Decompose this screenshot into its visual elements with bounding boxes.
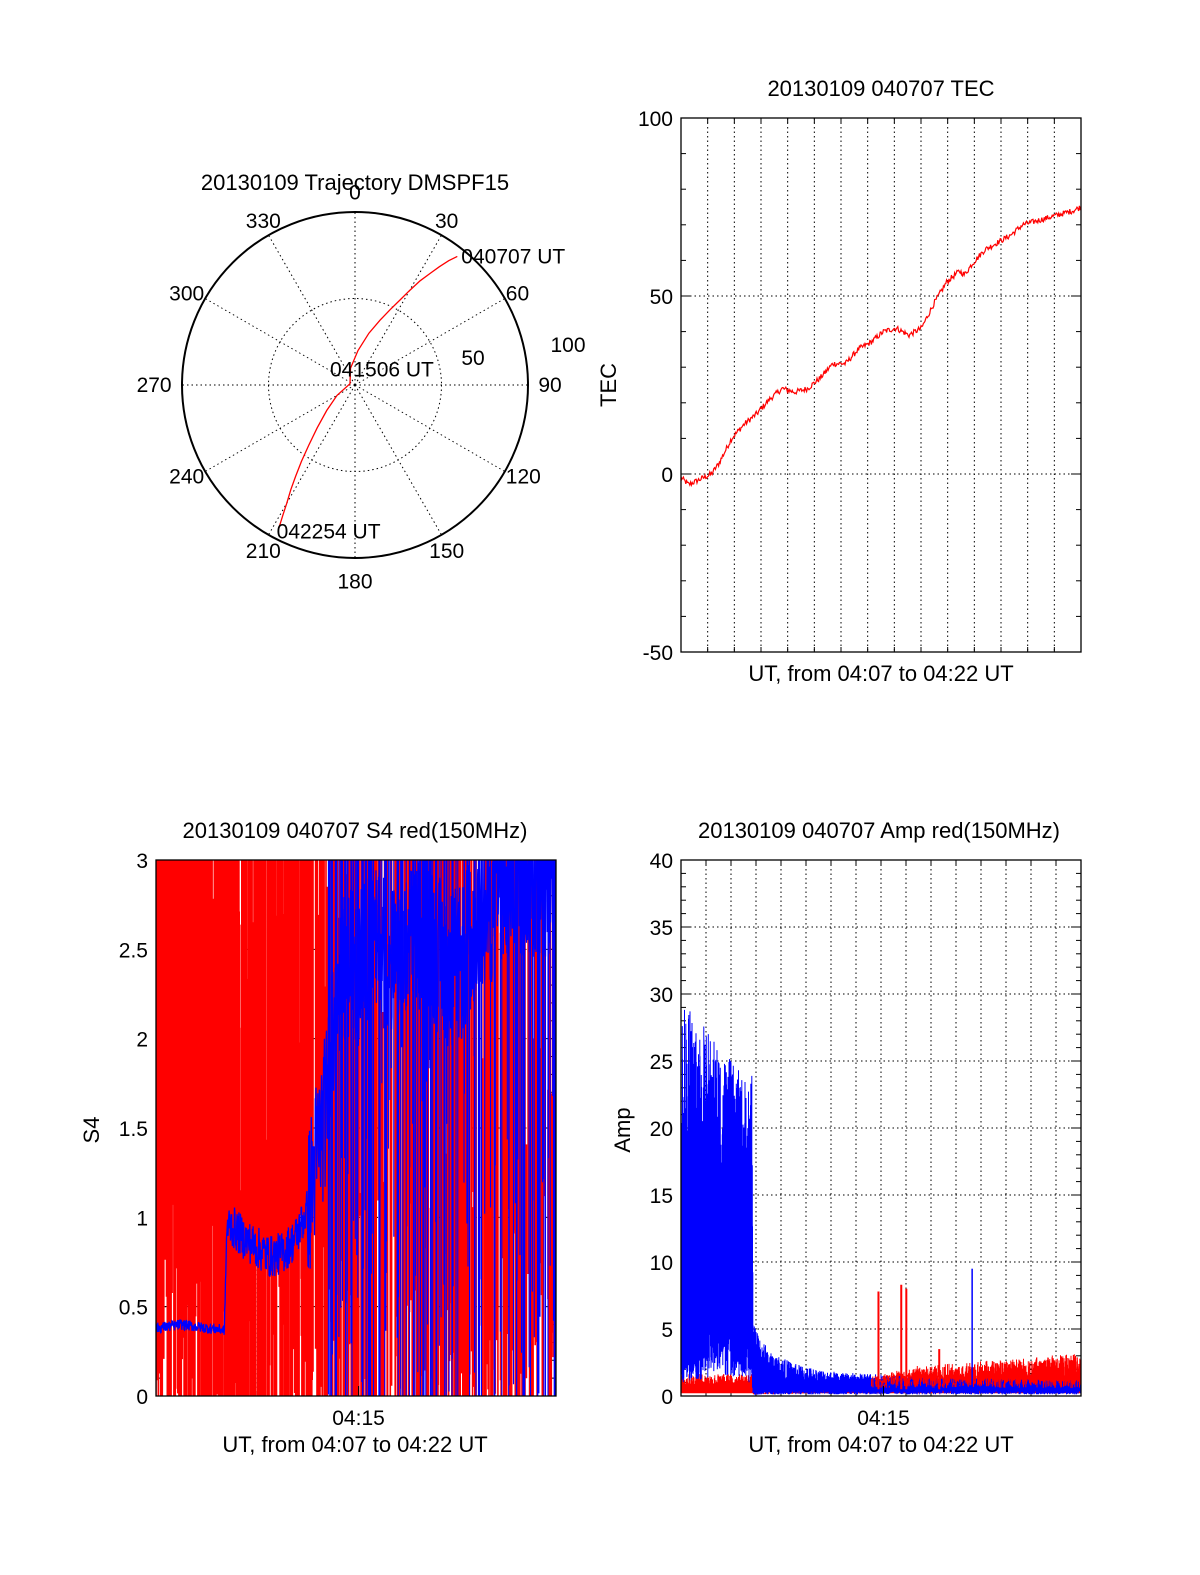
trajectory-track (278, 255, 458, 529)
s4-xlabel: UT, from 04:07 to 04:22 UT (222, 1432, 487, 1457)
2-ytick-label: 2.5 (119, 939, 148, 962)
tec-series-line (680, 205, 1082, 488)
polar-spoke-30 (354, 234, 442, 386)
trajectory-title: 20130109 Trajectory DMSPF15 (201, 170, 509, 195)
trajectory-annotation: 042254 UT (277, 521, 381, 544)
3-ytick-label: 30 (650, 984, 673, 1007)
3-ytick-label: 15 (650, 1185, 673, 1208)
1-ytick-label: -50 (643, 642, 673, 665)
polar-ring-50 (268, 298, 442, 472)
s4-data-layer (156, 860, 556, 1396)
polar-angle-label: 90 (538, 374, 561, 397)
amp-xlabel: UT, from 04:07 to 04:22 UT (748, 1432, 1013, 1457)
2-ytick-label: 1.5 (119, 1118, 148, 1141)
amp-ylabel: Amp (610, 1107, 635, 1152)
3-ytick-label: 40 (650, 850, 673, 873)
polar-spoke-60 (354, 298, 506, 386)
polar-spoke-300 (204, 298, 356, 386)
trajectory-annotation: 041506 UT (330, 359, 434, 382)
tec-xlabel: UT, from 04:07 to 04:22 UT (748, 661, 1013, 686)
amp-red-trace-overlay (871, 1354, 1081, 1388)
polar-radial-label: 50 (461, 347, 484, 370)
polar-angle-label: 120 (506, 466, 541, 489)
tec-title: 20130109 040707 TEC (767, 76, 994, 101)
s4-title: 20130109 040707 S4 red(150MHz) (183, 818, 528, 843)
polar-angle-label: 300 (169, 282, 204, 305)
1-ytick-label: 50 (650, 286, 673, 309)
2-ytick-label: 1 (136, 1207, 148, 1230)
polar-spoke-330 (268, 234, 356, 386)
s4-xtick-label: 04:15 (332, 1407, 385, 1430)
s4-ylabel: S4 (79, 1117, 104, 1144)
3-ytick-label: 20 (650, 1118, 673, 1141)
1-ytick-label: 0 (661, 464, 673, 487)
polar-angle-label: 330 (246, 210, 281, 233)
amp-data-layer (681, 1009, 1081, 1395)
amp-xtick-label: 04:15 (857, 1407, 910, 1430)
1-ytick-label: 100 (638, 108, 673, 131)
polar-angle-label: 180 (337, 570, 372, 593)
s4-frame (155, 859, 557, 1397)
polar-angle-label: 270 (137, 374, 172, 397)
3-ytick-label: 25 (650, 1051, 673, 1074)
2-ytick-label: 0 (136, 1386, 148, 1409)
polar-radial-label: 100 (550, 334, 585, 357)
polar-angle-label: 150 (429, 540, 464, 563)
trajectory-annotation: 040707 UT (461, 245, 565, 268)
2-ytick-label: 2 (136, 1029, 148, 1052)
amp-blue-trace (681, 1009, 1081, 1395)
3-ytick-label: 5 (661, 1319, 673, 1342)
polar-angle-label: 0 (349, 182, 361, 205)
polar-angle-label: 210 (246, 540, 281, 563)
polar-angle-label: 30 (435, 210, 458, 233)
tec-ylabel: TEC (596, 363, 621, 407)
3-ytick-label: 10 (650, 1252, 673, 1275)
amp-frame (680, 859, 1082, 1397)
polar-angle-label: 60 (506, 282, 529, 305)
2-ytick-label: 0.5 (119, 1297, 148, 1320)
tec-frame (680, 117, 1082, 653)
polar-outer-circle (181, 211, 529, 559)
s4-blue-line (156, 860, 556, 1335)
3-ytick-label: 35 (650, 917, 673, 940)
s4-plot: 20130109 040707 S4 red(150MHz) UT, from … (79, 818, 557, 1457)
amp-title: 20130109 040707 Amp red(150MHz) (698, 818, 1060, 843)
amp-plot: 20130109 040707 Amp red(150MHz) UT, from… (610, 818, 1082, 1457)
2-ytick-label: 3 (136, 850, 148, 873)
trajectory-polar-plot: 20130109 Trajectory DMSPF15 0 30 60 90 120 15… (137, 170, 586, 593)
3-ytick-label: 0 (661, 1386, 673, 1409)
polar-angle-label: 240 (169, 466, 204, 489)
tec-plot: 20130109 040707 TEC UT, from 04:07 to 04… (596, 76, 1082, 686)
